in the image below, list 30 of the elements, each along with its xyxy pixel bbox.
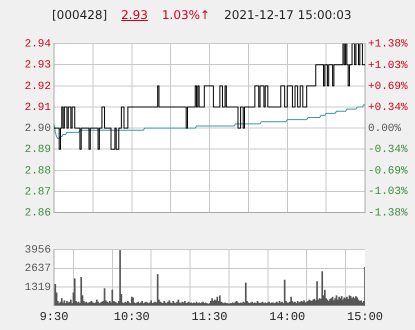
text: 2021-12-17 15:00:03: [224, 8, 352, 22]
y-tick-label: 2.93: [24, 60, 51, 72]
y-tick-label: 2.89: [24, 144, 51, 156]
y2-tick-label: 0.00%: [368, 123, 402, 136]
x-tick-label: 10:30: [114, 310, 150, 324]
y-tick-label: 2.88: [24, 165, 51, 178]
y-tick-label: 2.91: [24, 102, 52, 114]
y-tick-label: 2.94: [24, 38, 52, 51]
y-tick-label: 2.87: [24, 186, 51, 198]
x-tick-label: 11:30: [191, 310, 228, 324]
y-tick-label: 1319: [24, 282, 51, 294]
y2-tick-label: -1.38%: [368, 208, 408, 220]
y2-tick-label: +1.03%: [368, 60, 408, 72]
x-tick-label: 15:00: [346, 310, 384, 324]
text: 1.03%↑: [162, 8, 210, 22]
y-tick-label: 2.86: [24, 208, 51, 220]
y2-tick-label: -1.03%: [368, 186, 408, 198]
y2-tick-label: +1.38%: [368, 38, 408, 51]
text: 2.93: [121, 8, 148, 22]
y-tick-label: 3956: [24, 244, 51, 257]
x-tick-label: 14:00: [269, 310, 306, 324]
y2-tick-label: -0.34%: [368, 144, 408, 156]
y2-tick-label: +0.34%: [368, 102, 408, 114]
y2-tick-label: +0.69%: [368, 80, 408, 93]
y-tick-label: 2.92: [24, 80, 51, 93]
chart-title: [000428]: [52, 8, 108, 22]
y2-tick-label: -0.69%: [368, 165, 408, 178]
y-tick-label: 2.90: [24, 123, 51, 136]
y-tick-label: 2637: [24, 263, 51, 276]
x-tick-label: 9:30: [40, 310, 68, 324]
